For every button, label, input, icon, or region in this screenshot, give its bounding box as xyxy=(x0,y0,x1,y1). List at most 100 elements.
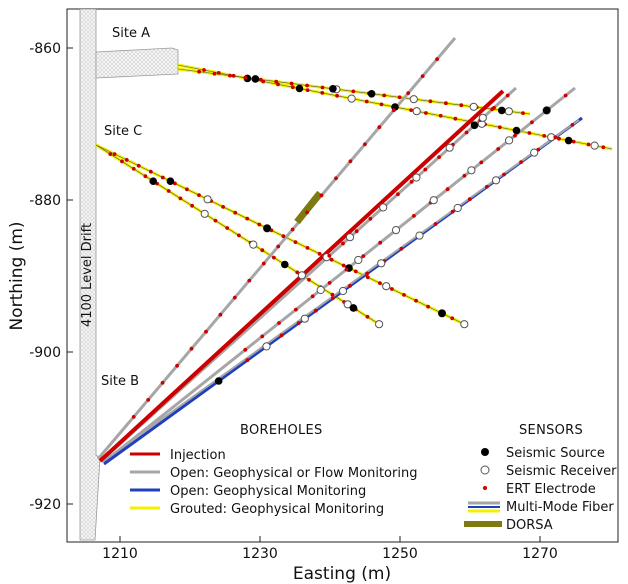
seismic-receiver xyxy=(590,141,599,150)
ert-electrode xyxy=(257,222,262,227)
ert-electrode xyxy=(479,160,484,165)
ert-electrode xyxy=(245,358,250,363)
ert-electrode xyxy=(305,88,310,92)
ert-electrode xyxy=(341,263,346,268)
site-c-label: Site C xyxy=(104,124,142,139)
ert-electrode xyxy=(351,89,356,94)
seismic-receiver xyxy=(469,102,478,111)
seismic-receiver xyxy=(460,320,469,329)
legend-sensors-title: SENSORS xyxy=(519,423,583,438)
ert-electrode xyxy=(391,108,396,113)
x-tick-label: 1270 xyxy=(522,546,558,562)
ert-electrode xyxy=(120,159,124,164)
ert-electrode xyxy=(272,255,276,260)
ert-electrode xyxy=(586,142,591,147)
ert-electrode xyxy=(530,120,534,125)
seismic-source xyxy=(438,309,446,318)
ert-electrode xyxy=(438,113,443,118)
seismic-receiver xyxy=(297,271,306,280)
seismic-receiver xyxy=(453,203,462,213)
seismic-receiver xyxy=(345,233,355,242)
ert-electrode xyxy=(178,196,183,201)
ert-electrode xyxy=(334,176,338,181)
ert-electrode xyxy=(216,71,221,75)
seismic-receiver xyxy=(379,203,388,212)
legend-marker-ert xyxy=(483,486,487,490)
seismic-receiver xyxy=(415,231,424,240)
ert-electrode xyxy=(330,292,335,297)
ert-electrode xyxy=(390,287,394,291)
legend-item-seismic-receiver: Seismic Receiver xyxy=(506,464,617,479)
seismic-receiver xyxy=(412,107,421,116)
seismic-receiver xyxy=(300,314,309,323)
ert-electrode xyxy=(276,244,281,249)
legend-item-dorsa: DORSA xyxy=(506,518,553,533)
ert-electrode xyxy=(406,91,411,95)
seismic-source xyxy=(367,90,376,98)
seismic-source xyxy=(281,260,289,269)
ert-electrode xyxy=(353,269,358,274)
ert-electrode xyxy=(294,307,298,312)
ert-electrode xyxy=(131,415,136,419)
ert-electrode xyxy=(281,234,286,239)
ert-electrode xyxy=(426,304,430,309)
site-a-label: Site A xyxy=(112,26,150,41)
ert-electrode xyxy=(414,298,418,303)
y-axis: -860 -880 -900 -920 Northing (m) xyxy=(7,41,73,513)
ert-electrode xyxy=(437,155,441,160)
ert-electrode xyxy=(143,174,148,179)
ert-electrode xyxy=(160,175,165,180)
seismic-source xyxy=(349,304,358,312)
ert-electrode xyxy=(409,179,414,184)
ert-electrode xyxy=(279,333,284,338)
ert-electrode xyxy=(290,85,295,90)
ert-electrode xyxy=(527,131,532,135)
ert-electrode xyxy=(108,152,113,157)
seismic-receiver xyxy=(203,195,212,204)
ert-electrode xyxy=(148,169,153,174)
ert-electrode xyxy=(459,103,464,108)
ert-electrode xyxy=(382,93,387,98)
ert-electrode xyxy=(327,253,332,258)
ert-electrode xyxy=(289,81,294,86)
seismic-source xyxy=(251,75,260,83)
seismic-receiver xyxy=(262,342,271,351)
ert-electrode xyxy=(305,83,309,88)
seismic-source xyxy=(149,177,157,185)
seismic-receiver xyxy=(491,176,501,185)
ert-electrode xyxy=(197,69,202,74)
seismic-source xyxy=(470,121,479,130)
ert-electrode xyxy=(331,296,335,301)
y-tick-label: -880 xyxy=(29,193,61,209)
seismic-receiver xyxy=(316,285,325,295)
ert-electrode xyxy=(521,111,525,115)
seismic-receiver xyxy=(200,209,209,218)
ert-electrode xyxy=(563,93,568,98)
ert-electrode xyxy=(290,227,295,232)
seismic-receiver xyxy=(354,255,363,265)
ert-electrode xyxy=(175,363,180,368)
ert-electrode xyxy=(112,152,117,157)
site-b-label: Site B xyxy=(101,374,139,389)
ert-electrode xyxy=(348,159,353,164)
ert-electrode xyxy=(601,145,606,150)
ert-electrode xyxy=(492,105,496,110)
ert-electrode xyxy=(485,184,489,189)
ert-electrode xyxy=(341,241,345,246)
legend-item-fiber: Multi-Mode Fiber xyxy=(506,500,614,515)
ert-electrode xyxy=(320,85,325,90)
ert-electrode xyxy=(433,222,438,226)
seismic-source xyxy=(329,85,337,93)
legend-marker-seismic-source xyxy=(481,448,489,456)
ert-electrode xyxy=(204,329,208,334)
legend-item-open-flow: Open: Geophysical or Flow Monitoring xyxy=(170,466,417,481)
ert-electrode xyxy=(571,139,576,144)
ert-electrode xyxy=(378,281,382,285)
ert-electrode xyxy=(146,398,151,402)
ert-electrode xyxy=(237,233,241,238)
x-tick-label: 1230 xyxy=(242,546,278,562)
ert-electrode xyxy=(160,380,165,385)
ert-electrode xyxy=(293,240,298,245)
x-tick-label: 1210 xyxy=(102,546,138,562)
